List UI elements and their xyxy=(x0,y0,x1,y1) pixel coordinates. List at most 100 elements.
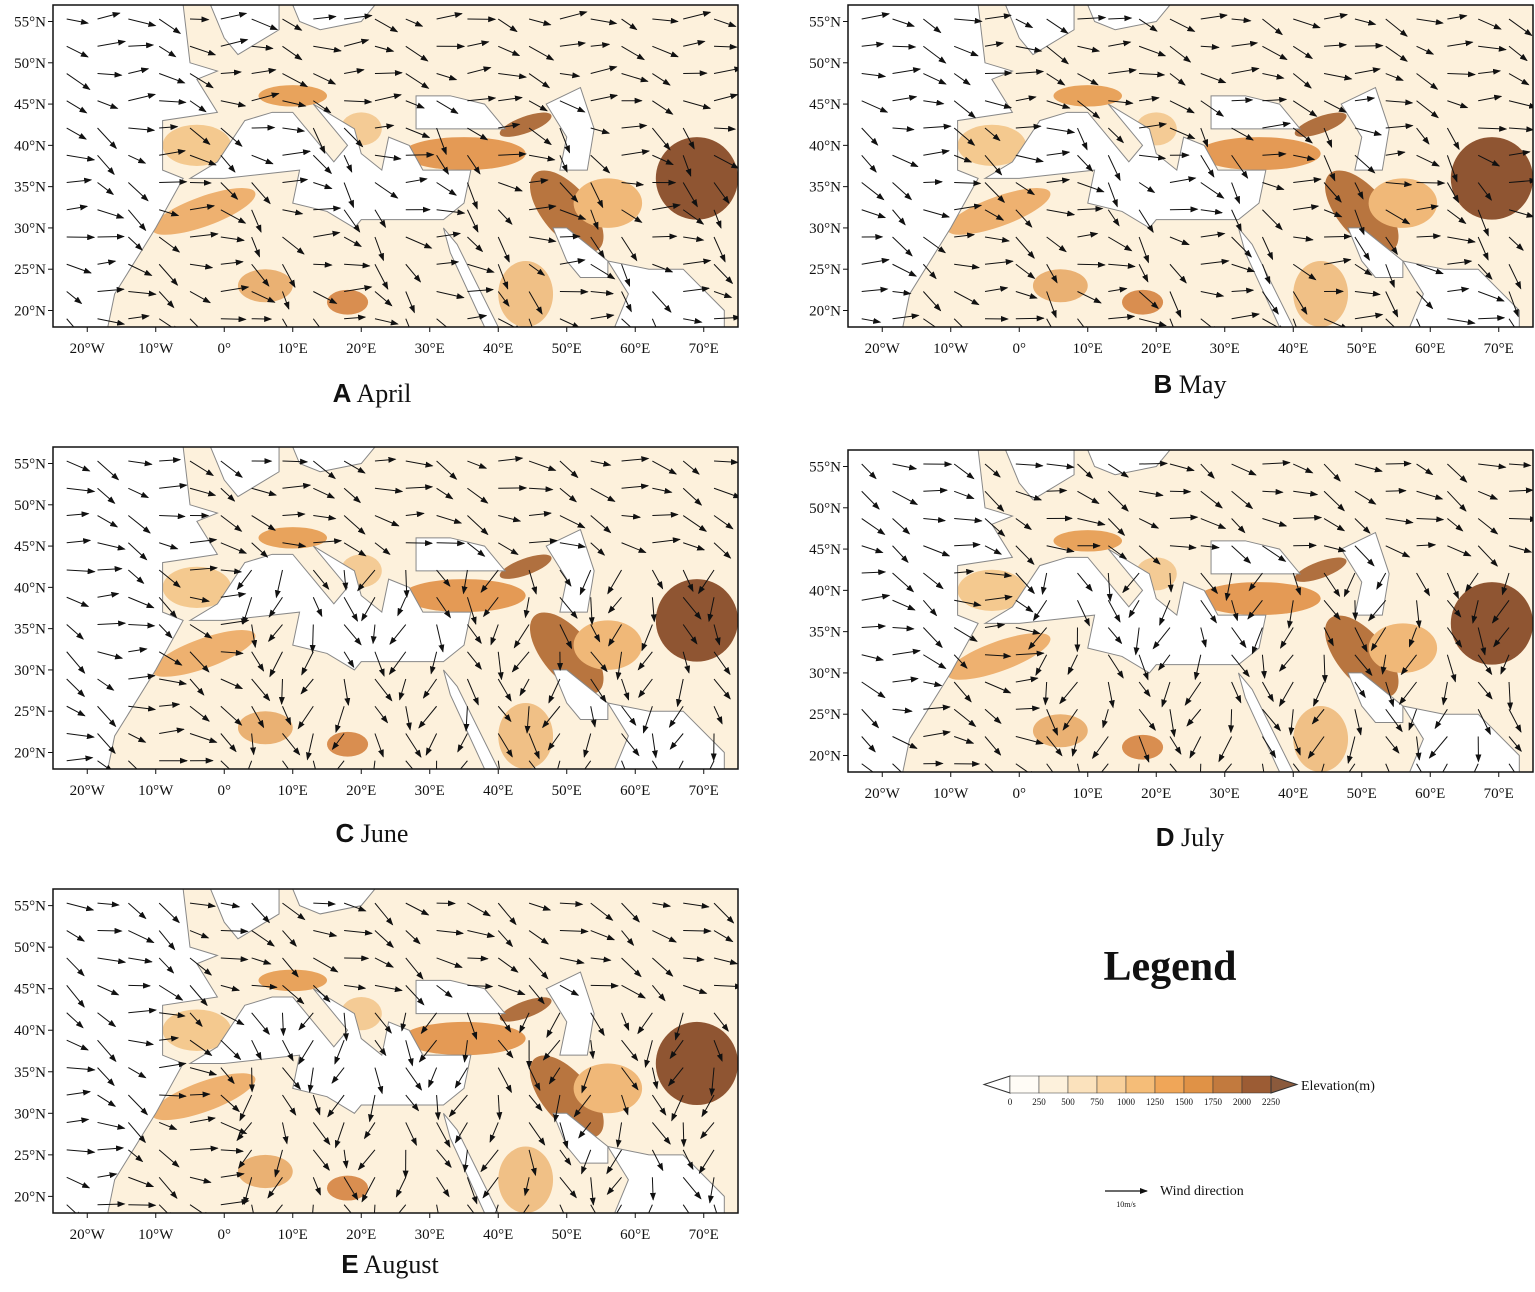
wind-scale: 10m/s xyxy=(1116,1200,1136,1209)
wind-arrow xyxy=(590,182,604,209)
wind-arrow xyxy=(954,517,983,524)
wind-arrow xyxy=(158,596,178,619)
wind-arrow xyxy=(953,291,980,306)
wind-arrow xyxy=(374,209,387,229)
wind-arrow xyxy=(1200,490,1223,509)
wind-arrow xyxy=(528,45,555,61)
wind-arrow xyxy=(1015,263,1036,280)
wind-arrow xyxy=(251,92,280,102)
wind-arrow xyxy=(189,678,205,696)
wind-arrow xyxy=(892,648,921,656)
y-tick-label: 50°N xyxy=(809,501,841,517)
wind-arrow xyxy=(159,727,185,734)
wind-arrow xyxy=(1137,763,1140,772)
wind-arrow xyxy=(529,486,554,493)
y-tick-label: 40°N xyxy=(809,138,841,154)
colorbar-label: Elevation(m) xyxy=(1301,1079,1375,1094)
sea xyxy=(606,260,725,327)
wind-arrow xyxy=(1385,150,1406,157)
wind-arrow xyxy=(282,127,306,134)
wind-arrow xyxy=(984,100,1013,109)
elevation-area xyxy=(1324,170,1399,253)
wind-arrow xyxy=(1108,67,1137,75)
wind-arrow xyxy=(1169,544,1197,551)
wind-arrow xyxy=(343,624,362,646)
wind-arrow xyxy=(1046,736,1063,757)
wind-arrow xyxy=(66,127,87,140)
wind-arrow xyxy=(66,511,90,518)
wind-arrow xyxy=(425,733,438,756)
elevation-area xyxy=(498,702,554,769)
wind-arrow xyxy=(1015,291,1038,299)
wind-arrow xyxy=(398,678,407,701)
x-tick-label: 10°W xyxy=(933,341,969,357)
wind-arrow xyxy=(127,209,147,232)
wind-arrow xyxy=(436,291,465,300)
wind-arrow xyxy=(861,593,891,601)
wind-arrow xyxy=(220,285,250,292)
wind-arrow xyxy=(1416,179,1446,186)
wind-arrow xyxy=(397,597,407,617)
wind-arrow xyxy=(559,258,586,265)
wind-arrow xyxy=(282,264,296,289)
wind-arrow xyxy=(278,678,285,706)
wind-arrow xyxy=(1354,490,1377,505)
wind-arrow xyxy=(436,155,449,175)
wind-arrow xyxy=(457,733,468,753)
elevation-area xyxy=(402,137,526,171)
wind-arrow xyxy=(97,154,115,176)
panel-caption: E August xyxy=(341,1249,439,1279)
wind-arrow xyxy=(374,651,385,677)
wind-arrow xyxy=(1015,545,1035,566)
wind-arrow xyxy=(529,177,549,184)
wind-arrow xyxy=(97,620,127,627)
wind-arrow xyxy=(189,733,218,743)
elevation-area xyxy=(573,178,643,228)
wind-arrow xyxy=(590,651,608,673)
wind-arrow xyxy=(528,733,540,760)
wind-arrow xyxy=(374,318,399,326)
wind-arrow xyxy=(306,733,314,761)
map-panel xyxy=(53,889,738,1213)
wind-arrow xyxy=(66,596,90,607)
wind-arrow xyxy=(923,45,947,64)
wind-arrow xyxy=(1101,763,1109,772)
wind-arrow xyxy=(861,100,889,113)
wind-arrow xyxy=(861,708,880,729)
wind-arrow xyxy=(651,569,664,590)
wind-arrow xyxy=(984,594,1013,601)
sea xyxy=(1347,672,1404,723)
wind-arrow xyxy=(1231,263,1256,273)
wind-arrow xyxy=(1385,545,1411,558)
wind-arrow xyxy=(1067,654,1078,676)
wind-arrow xyxy=(1169,127,1196,140)
wind-arrow xyxy=(652,233,678,240)
wind-arrow xyxy=(683,100,712,110)
wind-arrow xyxy=(436,460,458,480)
wind-arrow xyxy=(1046,177,1071,184)
wind-arrow xyxy=(343,487,362,504)
wind-arrow xyxy=(436,12,463,20)
wind-arrow xyxy=(1321,763,1325,772)
wind-arrow xyxy=(590,624,601,643)
wind-arrow xyxy=(1077,463,1094,479)
wind-arrow xyxy=(590,263,616,280)
wind-arrow xyxy=(220,69,242,76)
wind-arrow xyxy=(1139,95,1160,102)
wind-arrow xyxy=(1139,490,1164,498)
wind-arrow xyxy=(97,651,124,660)
wind-arrow xyxy=(1015,518,1032,531)
wind-arrow xyxy=(97,39,127,47)
wind-arrow xyxy=(1385,681,1395,708)
wind-arrow xyxy=(497,760,500,769)
wind-arrow xyxy=(528,318,533,327)
wind-arrow xyxy=(1292,318,1297,327)
elevation-area xyxy=(529,612,604,695)
wind-arrow xyxy=(343,678,351,707)
wind-arrow xyxy=(621,456,650,463)
wind-arrow xyxy=(528,263,546,276)
x-tick-label: 20°E xyxy=(346,341,376,357)
wind-arrow xyxy=(1046,318,1052,327)
sea xyxy=(552,669,609,720)
wind-arrow xyxy=(1323,257,1352,265)
